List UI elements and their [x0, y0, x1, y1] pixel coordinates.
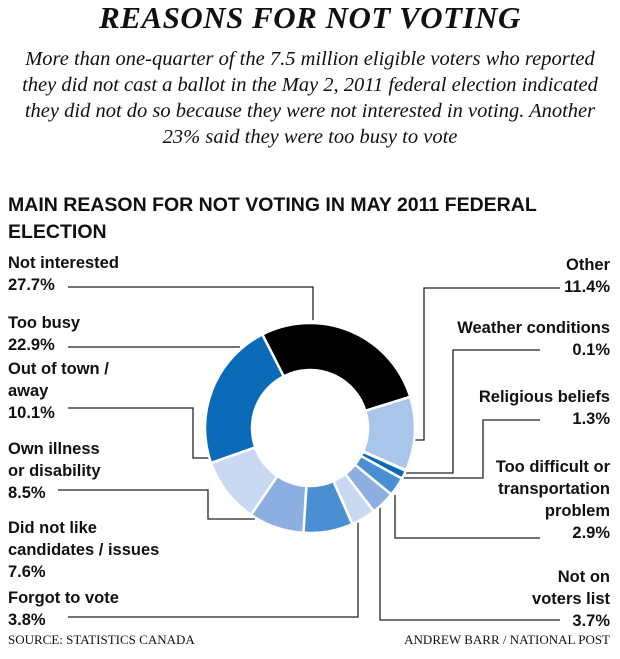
- label-not-interested: Not interested 27.7%: [8, 254, 119, 294]
- label-other: Other 11.4%: [564, 256, 610, 296]
- leader-line-forgot: [68, 522, 359, 618]
- chart-title: MAIN REASON FOR NOT VOTING IN MAY 2011 F…: [8, 194, 537, 243]
- leader-line-out-of-town: [68, 407, 218, 459]
- leader-line-illness: [58, 489, 255, 520]
- slice-too-busy: [203, 332, 286, 465]
- leader-line-not-interested: [68, 286, 314, 320]
- leader-line-too-difficult: [394, 495, 540, 539]
- label-too-busy: Too busy 22.9%: [8, 314, 81, 354]
- label-did-not-like: Did not like candidates / issues 7.6%: [8, 519, 160, 581]
- leader-line-voters-list: [379, 506, 560, 621]
- label-religious: Religious beliefs 1.3%: [478, 388, 610, 428]
- subtitle: More than one-quarter of the 7.5 million…: [22, 48, 598, 148]
- leader-line-other: [412, 287, 560, 441]
- leader-line-weather: [404, 349, 540, 474]
- label-out-of-town: Out of town / away 10.1%: [8, 360, 109, 422]
- source: SOURCE: STATISTICS CANADA: [8, 632, 195, 647]
- slice-not-interested: [260, 321, 412, 413]
- leader-line-religious: [402, 419, 540, 479]
- label-too-difficult: Too difficult or transportation problem 2…: [495, 458, 610, 542]
- label-voters-list: Not on voters list 3.7%: [532, 568, 610, 630]
- credit: ANDREW BARR / NATIONAL POST: [404, 632, 610, 647]
- label-weather: Weather conditions 0.1%: [457, 319, 610, 359]
- label-illness: Own illness or disability 8.5%: [8, 440, 101, 502]
- page-title: REASONS FOR NOT VOTING: [99, 0, 521, 35]
- label-forgot: Forgot to vote 3.8%: [8, 589, 119, 629]
